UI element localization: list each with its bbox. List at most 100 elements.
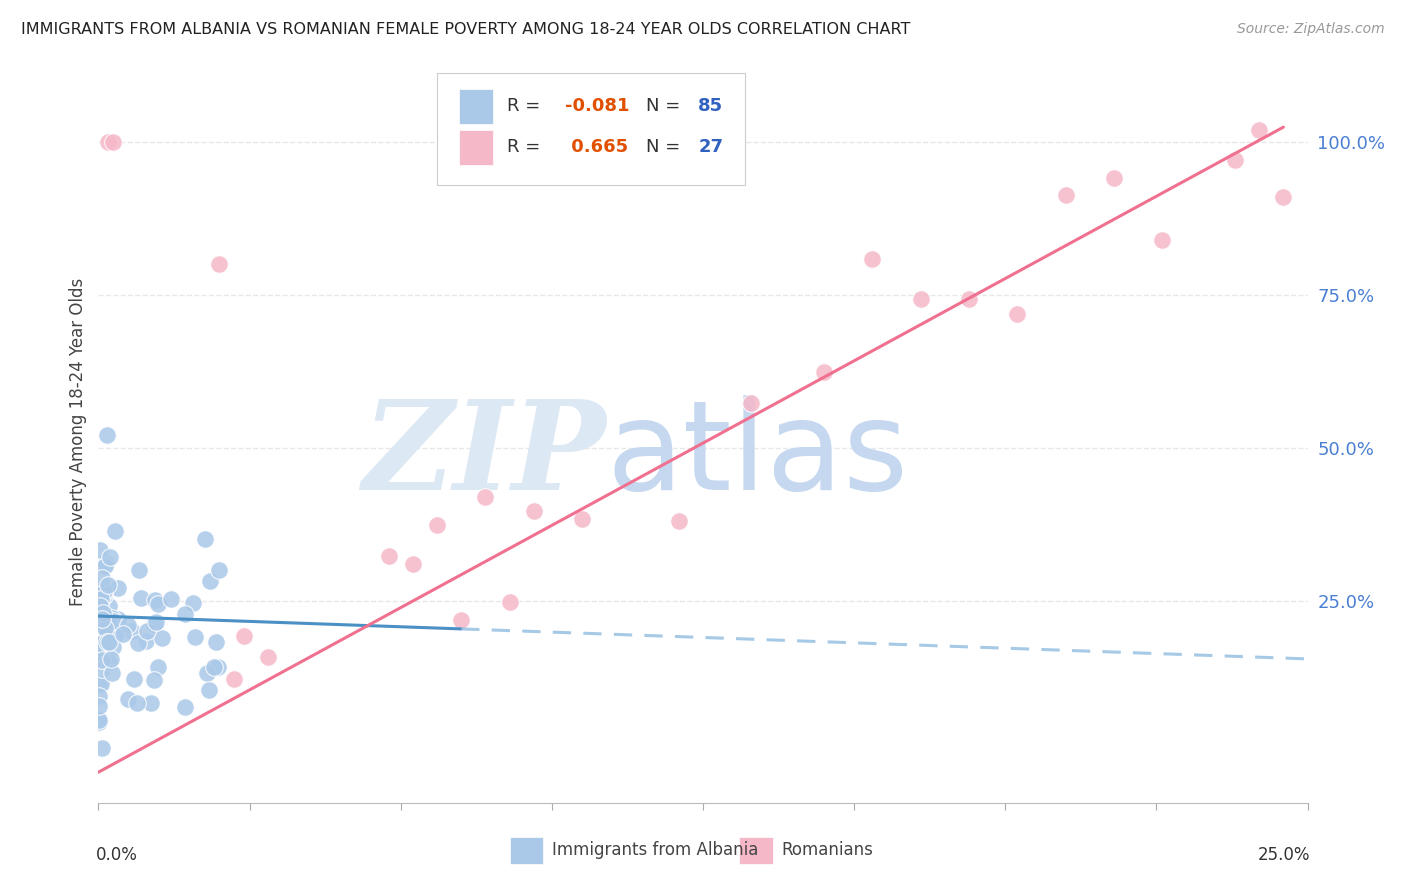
Point	[117, 692, 139, 706]
Point	[89, 543, 111, 558]
Point	[146, 659, 169, 673]
Text: R =: R =	[508, 97, 546, 115]
Point	[1054, 187, 1077, 202]
Point	[101, 640, 124, 654]
Point	[97, 578, 120, 592]
Point	[523, 504, 546, 518]
Point	[89, 636, 111, 650]
Text: R =: R =	[508, 138, 546, 156]
Point	[91, 641, 114, 656]
Point	[94, 559, 117, 574]
Point	[104, 615, 127, 629]
Point	[184, 630, 207, 644]
Point	[93, 583, 115, 598]
Point	[256, 650, 278, 665]
Point	[232, 628, 254, 642]
Point	[957, 293, 980, 307]
Point	[96, 627, 118, 641]
Point	[222, 672, 245, 686]
FancyBboxPatch shape	[509, 837, 543, 864]
Point	[89, 689, 111, 703]
Point	[96, 635, 118, 649]
Point	[90, 584, 112, 599]
Point	[197, 666, 219, 681]
Text: N =: N =	[647, 138, 686, 156]
Point	[90, 662, 112, 676]
Point	[122, 672, 145, 686]
Text: 25.0%: 25.0%	[1257, 847, 1310, 864]
Point	[160, 591, 183, 606]
Point	[93, 589, 115, 603]
Point	[91, 653, 114, 667]
Point	[197, 682, 219, 697]
Point	[198, 574, 221, 588]
Text: Immigrants from Albania: Immigrants from Albania	[551, 841, 758, 860]
Text: 0.665: 0.665	[565, 138, 628, 156]
Point	[474, 490, 496, 504]
Point	[174, 607, 197, 622]
Point	[813, 365, 835, 379]
Point	[128, 563, 150, 577]
Point	[141, 696, 163, 710]
Point	[121, 624, 143, 639]
Point	[205, 635, 228, 649]
Point	[117, 618, 139, 632]
Point	[91, 740, 114, 755]
Point	[135, 624, 157, 638]
Text: IMMIGRANTS FROM ALBANIA VS ROMANIAN FEMALE POVERTY AMONG 18-24 YEAR OLDS CORRELA: IMMIGRANTS FROM ALBANIA VS ROMANIAN FEMA…	[21, 22, 911, 37]
FancyBboxPatch shape	[437, 73, 745, 185]
Point	[498, 595, 520, 609]
Text: atlas: atlas	[606, 395, 908, 516]
Point	[208, 257, 231, 271]
Point	[101, 665, 124, 680]
Point	[174, 700, 197, 714]
Point	[89, 677, 111, 691]
Point	[97, 616, 120, 631]
Text: 27: 27	[699, 138, 723, 156]
Point	[93, 585, 115, 599]
Point	[100, 652, 122, 666]
Text: 85: 85	[699, 97, 723, 115]
Text: Source: ZipAtlas.com: Source: ZipAtlas.com	[1237, 22, 1385, 37]
Point	[94, 621, 117, 635]
Point	[91, 612, 114, 626]
Point	[91, 606, 114, 620]
Text: ZIP: ZIP	[363, 395, 606, 516]
Point	[1223, 153, 1246, 167]
FancyBboxPatch shape	[458, 89, 492, 124]
Point	[150, 632, 173, 646]
Point	[1152, 233, 1174, 247]
Point	[96, 557, 118, 571]
Point	[98, 634, 121, 648]
Point	[910, 292, 932, 306]
Point	[98, 655, 121, 669]
Y-axis label: Female Poverty Among 18-24 Year Olds: Female Poverty Among 18-24 Year Olds	[69, 277, 87, 606]
Point	[91, 628, 114, 642]
Point	[127, 696, 149, 710]
Point	[571, 512, 593, 526]
Point	[194, 532, 217, 546]
Point	[91, 611, 114, 625]
Point	[91, 607, 114, 621]
Point	[104, 524, 127, 538]
FancyBboxPatch shape	[458, 130, 492, 165]
Point	[91, 571, 114, 585]
Point	[98, 615, 121, 629]
Point	[103, 613, 125, 627]
Point	[107, 582, 129, 596]
Point	[100, 623, 122, 637]
Point	[89, 599, 111, 614]
Point	[1007, 307, 1029, 321]
Point	[97, 599, 120, 613]
Text: 0.0%: 0.0%	[96, 847, 138, 864]
Point	[145, 615, 167, 630]
Point	[127, 636, 149, 650]
Text: -0.081: -0.081	[565, 97, 630, 115]
Point	[90, 676, 112, 690]
Point	[402, 557, 425, 571]
Point	[1102, 171, 1125, 186]
Point	[668, 514, 690, 528]
Point	[89, 714, 111, 728]
Point	[101, 614, 124, 628]
Point	[450, 613, 472, 627]
